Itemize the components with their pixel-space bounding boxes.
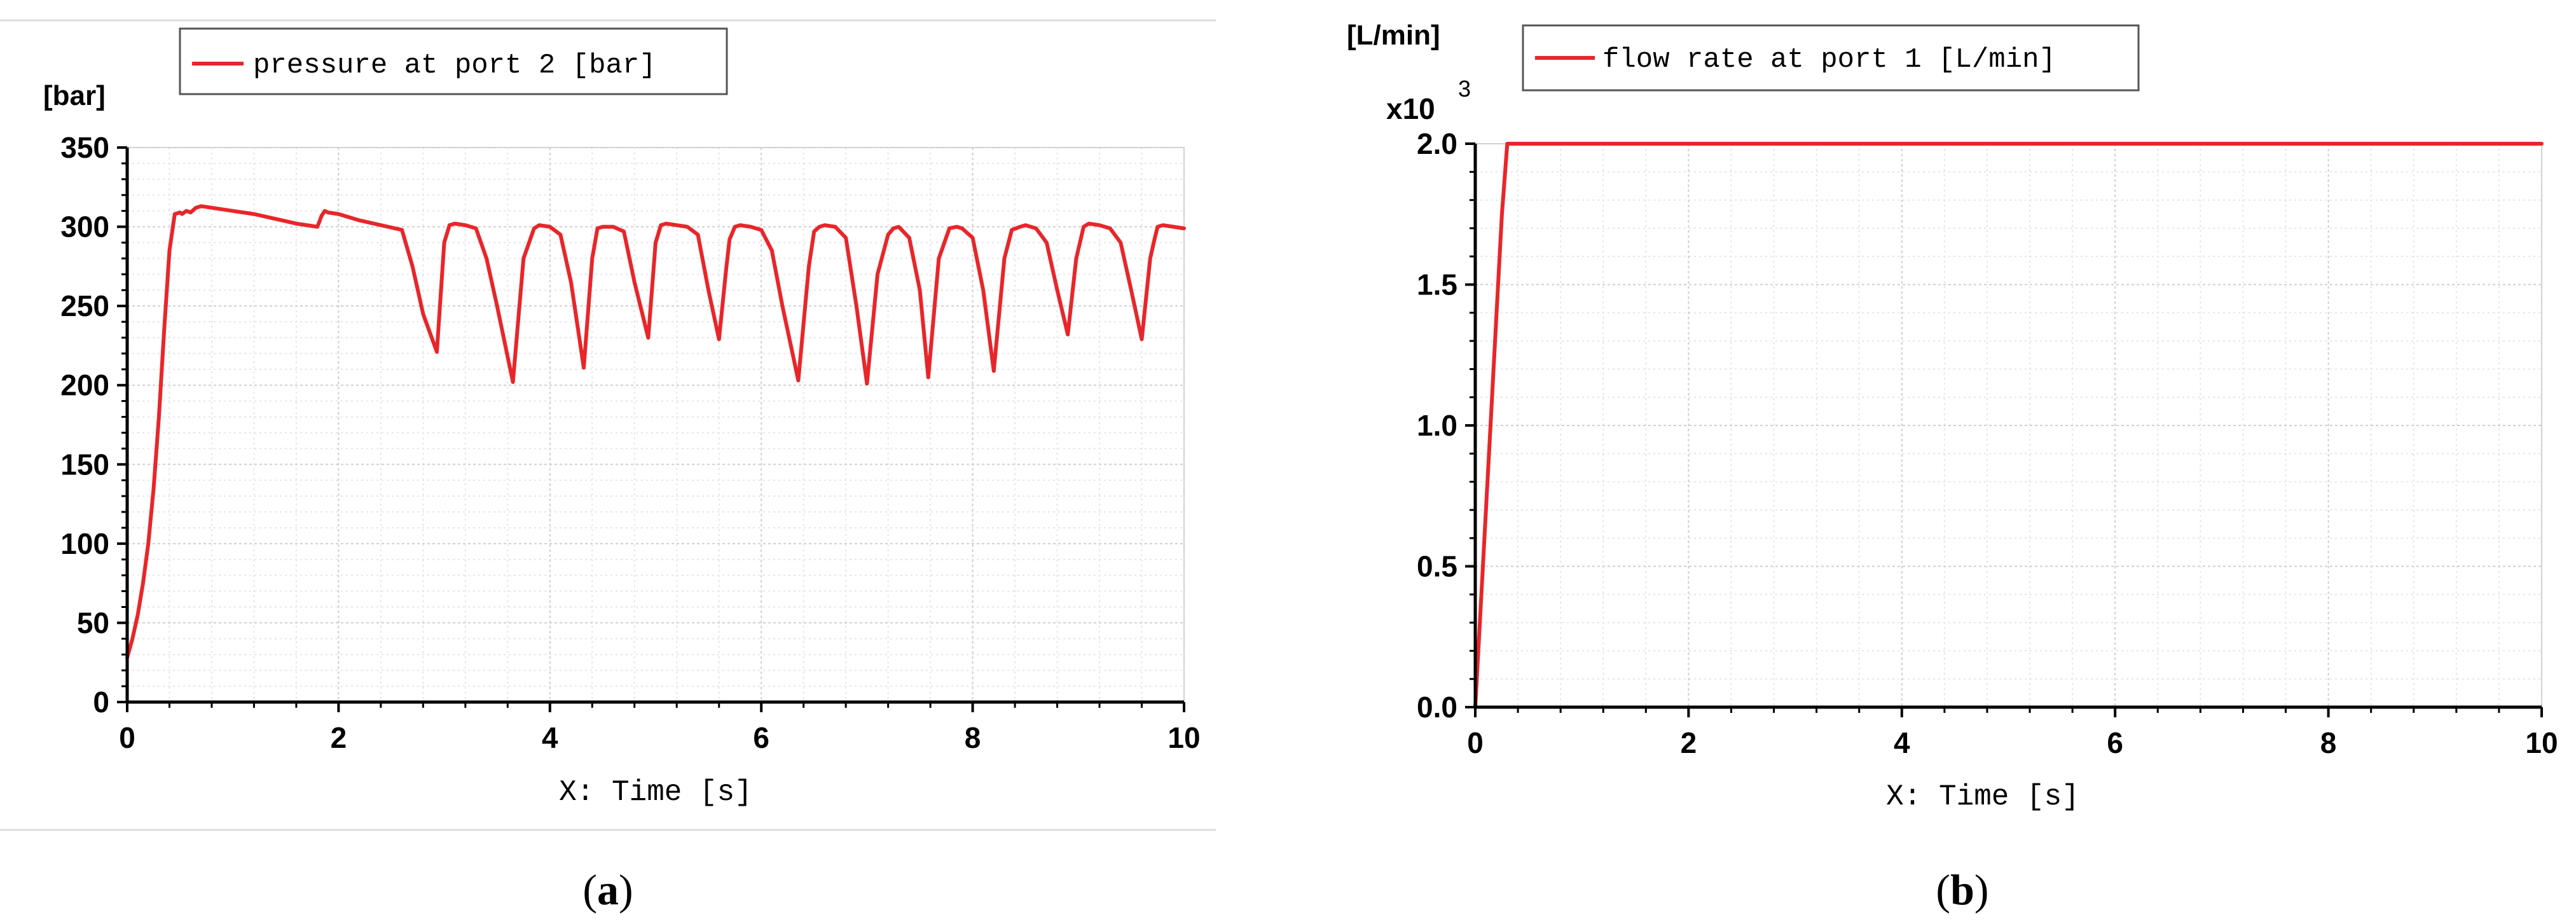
series-layer (125, 204, 1186, 660)
panel-caption-letter: b (1950, 865, 1974, 914)
y-tick-label: 0.5 (1417, 550, 1457, 583)
series-line (1473, 142, 2544, 709)
x-tick-label: 8 (965, 721, 981, 754)
y-ticks: 0 50 100 150 200 250 300 350 (60, 131, 127, 719)
y-axis-unit-label: [bar] (43, 80, 106, 111)
y-axis-multiplier-exponent: 3 (1458, 76, 1471, 102)
x-tick-label: 4 (1894, 726, 1910, 759)
legend-box (179, 27, 728, 95)
x-tick-label: 0 (1467, 726, 1484, 759)
y-tick-label: 1.0 (1417, 409, 1457, 442)
panel-a: 0 50 100 150 200 250 300 350 0 2 4 6 8 10 [bar] pres… (0, 19, 1216, 914)
x-tick-label: 10 (1167, 721, 1200, 754)
x-tick-label: 0 (119, 721, 135, 754)
x-tick-label: 6 (753, 721, 769, 754)
x-tick-label: 4 (542, 721, 558, 754)
y-tick-label: 250 (60, 289, 109, 322)
x-tick-label: 2 (331, 721, 347, 754)
y-tick-label: 1.5 (1417, 268, 1457, 301)
legend-label: pressure at port 2 [bar] (253, 50, 656, 81)
y-tick-label: 0 (93, 686, 109, 719)
series-line (125, 204, 1186, 660)
panel-caption: (a) (582, 865, 633, 914)
y-tick-label: 200 (60, 369, 109, 402)
x-tick-label: 6 (2107, 726, 2123, 759)
y-ticks: 0.0 0.5 1.0 1.5 2.0 (1417, 127, 1475, 724)
y-tick-label: 100 (60, 527, 109, 560)
y-tick-label: 2.0 (1417, 127, 1457, 160)
legend: flow rate at port 1 [L/min] (1522, 24, 2140, 92)
x-axis-label: X: Time [s] (559, 776, 752, 809)
x-tick-label: 10 (2525, 726, 2558, 759)
grid (1475, 143, 2542, 707)
x-ticks: 0 2 4 6 8 10 (1467, 707, 2558, 759)
multiplier-base: x10 (1386, 92, 1435, 125)
y-tick-label: 50 (77, 606, 109, 639)
panel-caption-letter: a (597, 865, 619, 914)
x-tick-label: 8 (2320, 726, 2337, 759)
y-tick-label: 0.0 (1417, 691, 1457, 724)
panel-caption: (b) (1936, 865, 1988, 914)
x-axis-label: X: Time [s] (1886, 780, 2079, 813)
legend-box (1522, 24, 2140, 92)
y-tick-label: 350 (60, 131, 109, 164)
plot-area (127, 147, 1185, 703)
x-tick-label: 2 (1681, 726, 1697, 759)
panel-b: 0.0 0.5 1.0 1.5 2.0 0 2 4 6 8 10 [L/min] x10 3 fl… (1347, 20, 2558, 914)
y-tick-label: 150 (60, 448, 109, 481)
y-axis-multiplier: x10 (1386, 92, 1435, 125)
series-layer (1473, 142, 2544, 709)
legend-label: flow rate at port 1 [L/min] (1602, 44, 2056, 76)
legend: pressure at port 2 [bar] (179, 27, 728, 95)
y-axis-unit-label: [L/min] (1347, 20, 1440, 51)
y-tick-label: 300 (60, 210, 109, 244)
grid (127, 147, 1185, 702)
x-ticks: 0 2 4 6 8 10 (119, 702, 1201, 754)
